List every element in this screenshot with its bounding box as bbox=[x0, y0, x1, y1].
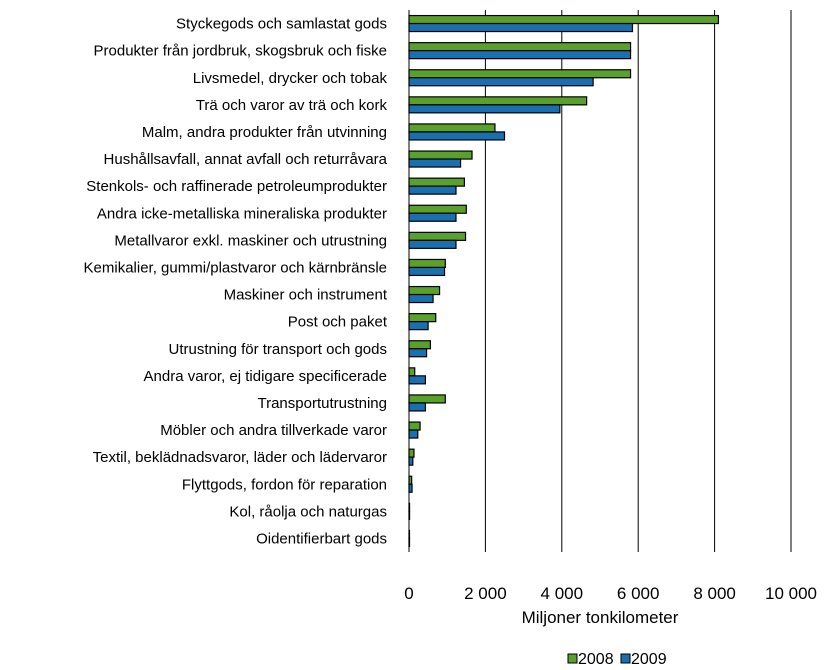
legend: 2008 2009 bbox=[567, 651, 667, 668]
x-tick-label: 4 000 bbox=[541, 584, 584, 603]
legend-label-2009: 2009 bbox=[631, 651, 667, 668]
bar-2008 bbox=[408, 123, 496, 133]
bar-2008 bbox=[408, 204, 467, 214]
bar-2008 bbox=[408, 96, 588, 106]
bar-2009 bbox=[408, 239, 457, 249]
category-label: Kemikalier, gummi/plastvaror och kärnbrä… bbox=[84, 259, 387, 276]
bar-2008 bbox=[408, 367, 416, 377]
x-tick-label: 2 000 bbox=[464, 584, 507, 603]
bar-2008 bbox=[408, 69, 632, 79]
category-label: Trä och varor av trä och kork bbox=[196, 97, 388, 114]
bar-2008 bbox=[408, 394, 446, 404]
bar-2008 bbox=[408, 14, 720, 25]
bar-2008 bbox=[408, 285, 441, 296]
bar-2009 bbox=[408, 104, 561, 114]
category-label: Flyttgods, fordon för reparation bbox=[182, 476, 387, 493]
category-label: Möbler och andra tillverkade varor bbox=[160, 422, 387, 439]
category-label: Hushållsavfall, annat avfall och returrå… bbox=[104, 151, 388, 168]
bar-2009 bbox=[408, 212, 457, 222]
bar-2009 bbox=[408, 456, 414, 466]
x-tick-label: 0 bbox=[404, 584, 413, 603]
x-tick-label: 6 000 bbox=[617, 584, 660, 603]
category-label: Styckegods och samlastat gods bbox=[176, 16, 387, 33]
x-tick-labels: 0 2 000 4 000 6 000 8 000 10 000 bbox=[404, 584, 817, 603]
bar-2009 bbox=[408, 429, 419, 439]
bar-2008 bbox=[408, 231, 467, 241]
category-label: Textil, beklädnadsvaror, läder och läder… bbox=[93, 449, 387, 466]
category-label: Livsmedel, drycker och tobak bbox=[193, 70, 388, 87]
category-label: Andra icke-metalliska mineraliska produk… bbox=[97, 205, 387, 222]
bar-2008 bbox=[408, 313, 437, 323]
bar-2008 bbox=[408, 340, 431, 350]
gridlines bbox=[484, 10, 792, 552]
x-tick-label: 10 000 bbox=[765, 584, 817, 603]
bar-2009 bbox=[408, 22, 634, 33]
category-label: Malm, andra produkter från utvinning bbox=[142, 124, 387, 141]
bar-2008 bbox=[408, 448, 415, 458]
category-label: Utrustning för transport och gods bbox=[169, 341, 387, 358]
bars bbox=[408, 14, 720, 548]
category-label: Transportutrustning bbox=[257, 395, 387, 412]
bar-2009 bbox=[408, 50, 632, 60]
bar-2009 bbox=[408, 131, 506, 141]
bar-2009 bbox=[408, 266, 446, 277]
legend-label-2008: 2008 bbox=[578, 651, 614, 668]
category-label: Andra varor, ej tidigare specificerade bbox=[144, 368, 387, 385]
category-label: Stenkols- och raffinerade petroleumprodu… bbox=[86, 178, 387, 195]
bar-2009 bbox=[408, 77, 594, 87]
legend-swatch-2008 bbox=[567, 653, 578, 664]
category-labels: Styckegods och samlastat gods Produkter f… bbox=[84, 16, 388, 548]
category-label: Kol, råolja och naturgas bbox=[229, 503, 387, 520]
bar-2008 bbox=[408, 258, 446, 269]
bar-2008 bbox=[408, 421, 421, 431]
bar-2008 bbox=[408, 150, 473, 160]
bar-2009 bbox=[408, 321, 429, 331]
bar-2008 bbox=[408, 42, 632, 52]
category-label: Oidentifierbart gods bbox=[256, 530, 387, 547]
bar-2009 bbox=[408, 158, 462, 168]
legend-swatch-2009 bbox=[620, 653, 631, 664]
category-label: Metallvaror exkl. maskiner och utrustnin… bbox=[114, 232, 387, 249]
bar-2009 bbox=[408, 185, 457, 195]
bar-2009 bbox=[408, 402, 427, 412]
x-axis-title: Miljoner tonkilometer bbox=[522, 608, 679, 627]
category-label: Post och paket bbox=[288, 314, 388, 331]
bar-2009 bbox=[408, 375, 427, 385]
category-label: Maskiner och instrument bbox=[224, 287, 388, 304]
bar-2009 bbox=[408, 348, 428, 358]
category-label: Produkter från jordbruk, skogsbruk och f… bbox=[94, 43, 387, 60]
x-tick-label: 8 000 bbox=[693, 584, 736, 603]
bar-2008 bbox=[408, 177, 465, 187]
bar-2009 bbox=[408, 293, 434, 304]
